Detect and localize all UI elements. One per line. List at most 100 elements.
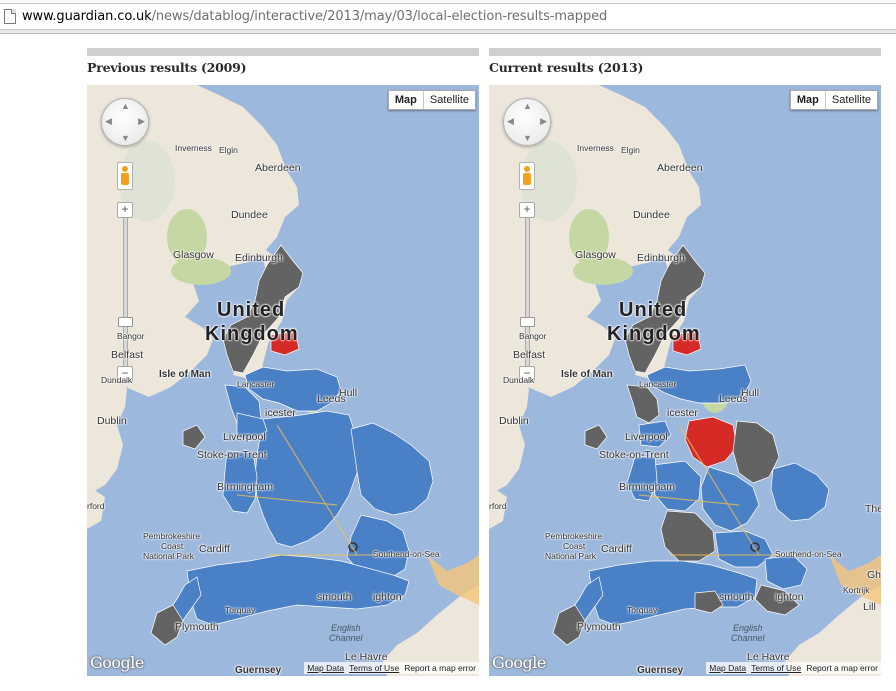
map-attribution: Map Data Terms of Use Report a map error — [304, 662, 479, 674]
place-label: ighton — [373, 591, 402, 603]
region-no-overall-control[interactable] — [660, 510, 716, 562]
place-label: National Park — [143, 551, 195, 561]
zoom-slider-track[interactable] — [123, 210, 128, 372]
region-conservative[interactable] — [236, 412, 268, 442]
highland-shading — [521, 141, 577, 221]
zoom-in-button[interactable]: + — [519, 202, 535, 218]
region-no-overall-control[interactable] — [182, 424, 206, 450]
sea-label: Channel — [731, 633, 765, 643]
url-field[interactable]: www.guardian.co.uk/news/datablog/interac… — [0, 3, 896, 30]
country-label: United — [619, 299, 688, 321]
region-no-overall-control[interactable] — [624, 244, 706, 374]
map-type-satellite-button[interactable]: Satellite — [429, 94, 469, 106]
terms-link[interactable]: Terms of Use — [349, 663, 400, 673]
place-label: Aberdeen — [255, 162, 301, 174]
google-logo[interactable]: Google — [492, 653, 546, 672]
pan-down-icon[interactable]: ▼ — [523, 133, 532, 143]
pan-right-icon[interactable]: ▶ — [540, 116, 547, 126]
region-no-overall-control[interactable] — [150, 604, 184, 646]
map-view-previous[interactable]: ▲ ▼ ◀ ▶ + − Map Satellite Inverness Elgi… — [87, 85, 479, 676]
panel-divider — [87, 48, 479, 56]
report-error-link[interactable]: Report a map error — [404, 663, 476, 673]
place-label: Edinburgh — [235, 252, 283, 264]
panel-title: Previous results (2009) — [87, 60, 247, 75]
panel-divider — [489, 48, 881, 56]
region-conservative[interactable] — [626, 456, 658, 502]
region-conservative[interactable] — [638, 420, 672, 448]
region-conservative[interactable] — [350, 422, 434, 516]
sea-label: Channel — [329, 633, 363, 643]
region-no-overall-control[interactable] — [694, 590, 724, 614]
place-label: Stoke-on-Trent — [197, 449, 267, 461]
map-data-link[interactable]: Map Data — [307, 663, 345, 673]
google-logo[interactable]: Google — [90, 653, 144, 672]
map-type-satellite-button[interactable]: Satellite — [831, 94, 871, 106]
pan-left-icon[interactable]: ◀ — [105, 116, 112, 126]
pan-right-icon[interactable]: ▶ — [138, 116, 145, 126]
place-label: Pembrokeshire — [143, 531, 201, 541]
map-type-map-button[interactable]: Map — [389, 91, 424, 109]
place-label: Guernsey — [235, 665, 282, 676]
region-conservative[interactable] — [222, 450, 258, 514]
map-type-control: Map Satellite — [387, 90, 476, 110]
place-label: Aberdeen — [657, 162, 703, 174]
region-conservative[interactable] — [646, 364, 752, 404]
report-error-link[interactable]: Report a map error — [806, 663, 878, 673]
pan-up-icon[interactable]: ▲ — [523, 101, 532, 111]
map-attribution: Map Data Terms of Use Report a map error — [706, 662, 881, 674]
continent-roads — [427, 555, 479, 605]
place-label: Birmingham — [619, 481, 676, 493]
region-conservative[interactable] — [770, 462, 830, 522]
pan-control[interactable]: ▲ ▼ ◀ ▶ — [101, 98, 149, 146]
place-label: rford — [489, 501, 507, 511]
region-conservative[interactable] — [588, 560, 758, 626]
pan-up-icon[interactable]: ▲ — [121, 101, 130, 111]
map-type-map-button[interactable]: Map — [791, 91, 826, 109]
url-path: /news/datablog/interactive/2013/may/03/l… — [151, 9, 608, 24]
zoom-slider-track[interactable] — [525, 210, 530, 372]
pan-control[interactable]: ▲ ▼ ◀ ▶ — [503, 98, 551, 146]
england-regions — [552, 244, 830, 646]
pan-left-icon[interactable]: ◀ — [507, 116, 514, 126]
place-label: Coast — [563, 541, 586, 551]
region-conservative[interactable] — [244, 366, 342, 412]
zoom-in-button[interactable]: + — [117, 202, 133, 218]
terms-link[interactable]: Terms of Use — [751, 663, 802, 673]
place-label: Le Havre — [747, 651, 790, 663]
place-label: Belfast — [513, 349, 546, 361]
zoom-out-button[interactable]: − — [117, 366, 133, 382]
country-label: Kingdom — [205, 323, 299, 345]
map-type-control: Map Satellite — [789, 90, 878, 110]
london-marker — [750, 542, 760, 552]
region-conservative[interactable] — [700, 466, 760, 532]
place-label: icester — [265, 407, 296, 419]
place-label: Birmingham — [217, 481, 274, 493]
place-label: Gh — [867, 569, 881, 581]
zoom-slider-thumb[interactable] — [520, 317, 535, 327]
map-data-link[interactable]: Map Data — [709, 663, 747, 673]
street-view-pegman-icon[interactable] — [117, 162, 133, 190]
map-panel-current: Current results (2013) — [489, 48, 881, 676]
region-labour[interactable] — [684, 416, 738, 468]
place-label: Torquay — [225, 605, 256, 615]
zoom-out-button[interactable]: − — [519, 366, 535, 382]
map-canvas — [489, 85, 881, 676]
browser-address-bar: www.guardian.co.uk/news/datablog/interac… — [0, 0, 896, 34]
park-shading — [171, 257, 231, 285]
region-no-overall-control[interactable] — [626, 384, 660, 424]
region-no-overall-control[interactable] — [754, 584, 800, 616]
zoom-slider-thumb[interactable] — [118, 317, 133, 327]
region-no-overall-control[interactable] — [222, 244, 304, 374]
map-canvas — [87, 85, 479, 676]
place-label: Guernsey — [637, 665, 684, 676]
region-no-overall-control[interactable] — [584, 424, 608, 450]
region-labour[interactable] — [672, 330, 702, 356]
region-no-overall-control[interactable] — [552, 604, 586, 646]
region-no-overall-control[interactable] — [732, 420, 780, 484]
region-labour[interactable] — [270, 330, 300, 356]
place-label: Hull — [339, 387, 358, 399]
street-view-pegman-icon[interactable] — [519, 162, 535, 190]
map-view-current[interactable]: ▲ ▼ ◀ ▶ + − Map Satellite Inverness Elgi… — [489, 85, 881, 676]
place-label: Dundee — [231, 209, 268, 221]
pan-down-icon[interactable]: ▼ — [121, 133, 130, 143]
